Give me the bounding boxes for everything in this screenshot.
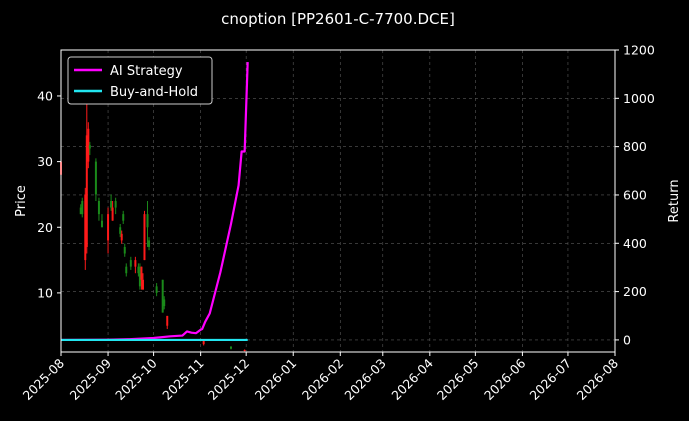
ai-strategy-line xyxy=(60,62,249,342)
y-axis-title: Price xyxy=(14,185,29,217)
candle-body xyxy=(87,128,90,162)
candle-body xyxy=(85,135,88,247)
candle-body xyxy=(129,260,132,267)
candle-body xyxy=(138,273,141,287)
candle-body xyxy=(120,233,123,241)
candle-body xyxy=(88,145,91,149)
candle-body xyxy=(100,220,103,228)
candle-body xyxy=(229,346,232,349)
candle-body xyxy=(110,201,113,208)
candle-body xyxy=(146,214,149,228)
candle-body xyxy=(140,266,143,280)
candle-body xyxy=(125,266,128,274)
candle-body xyxy=(114,201,117,208)
candle-body xyxy=(134,260,137,267)
y-tick-label: 20 xyxy=(37,220,53,235)
candle-body xyxy=(148,240,151,247)
y2-tick-label: 400 xyxy=(623,236,647,251)
legend-label-buy-and-hold: Buy-and-Hold xyxy=(110,85,198,100)
candle-body xyxy=(161,279,164,313)
candle-body xyxy=(111,207,114,221)
y2-tick-label: 1200 xyxy=(623,43,655,58)
y2-tick-label: 200 xyxy=(623,284,647,299)
plot-frame xyxy=(60,49,616,353)
y2-tick-label: 600 xyxy=(623,187,647,202)
legend-label-ai-strategy: AI Strategy xyxy=(110,64,183,79)
y2-tick-label: 0 xyxy=(623,332,631,347)
candle-body xyxy=(79,207,82,215)
y-tick-label: 10 xyxy=(37,285,53,300)
return-lines xyxy=(60,62,249,342)
y-tick-label: 40 xyxy=(37,88,53,103)
y2-axis-title: Return xyxy=(667,179,682,222)
y2-tick-label: 800 xyxy=(623,139,647,154)
candle-body xyxy=(243,350,246,352)
y-tick-label: 30 xyxy=(37,154,53,169)
candle-body xyxy=(119,227,122,234)
y2-tick-label: 1000 xyxy=(623,91,655,106)
candle-body xyxy=(166,315,169,326)
candle-body xyxy=(143,214,146,261)
candle-body xyxy=(84,194,87,261)
candle-body xyxy=(137,266,140,274)
candle-body xyxy=(123,246,126,254)
legend-box xyxy=(67,56,213,105)
chart-title: cnoption [PP2601-C-7700.DCE] xyxy=(221,10,455,28)
candle-body xyxy=(94,161,97,195)
candle-body xyxy=(107,214,110,241)
legend: AI Strategy Buy-and-Hold xyxy=(67,56,213,105)
candle-body xyxy=(81,201,84,215)
candle-body xyxy=(97,201,100,215)
candle-body xyxy=(141,279,144,290)
candle-body xyxy=(163,299,166,307)
candle-body xyxy=(155,286,158,293)
candle-body xyxy=(202,340,205,345)
candle-body xyxy=(122,214,125,221)
